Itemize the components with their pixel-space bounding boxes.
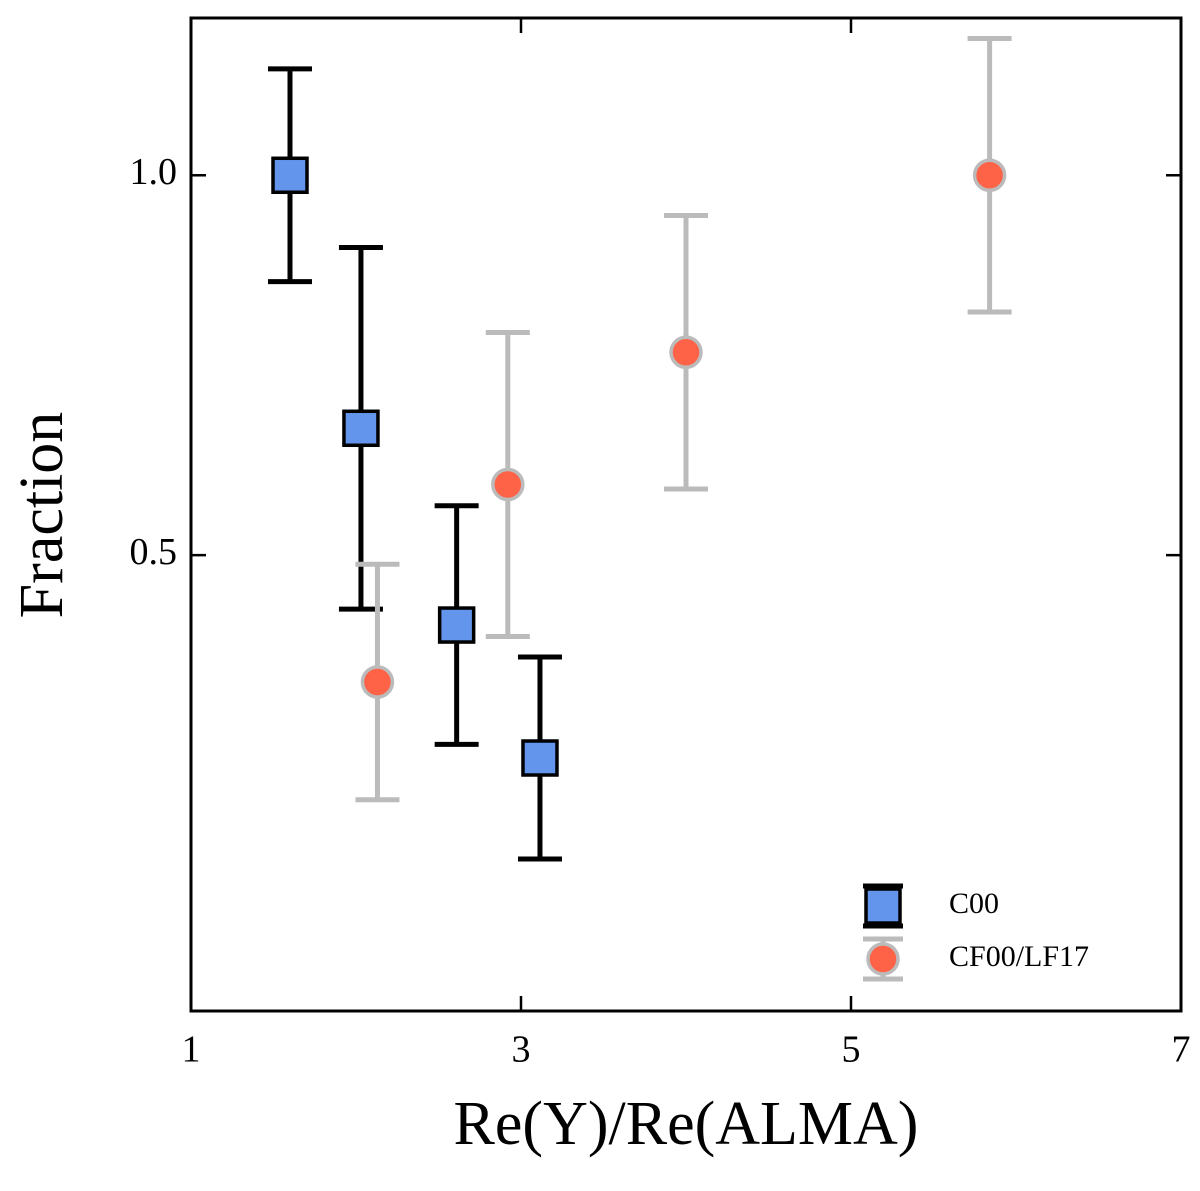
y-tick-label: 0.5	[130, 531, 178, 573]
y-axis-label: Fraction	[8, 412, 76, 619]
point	[437, 606, 476, 644]
point	[342, 409, 380, 448]
legend-label: C00	[949, 887, 999, 920]
legend-marker	[864, 887, 902, 925]
legend-marker	[866, 942, 900, 976]
x-tick-label: 5	[842, 1029, 861, 1071]
point	[521, 739, 559, 777]
y-tick-label: 1.0	[130, 151, 178, 193]
point	[360, 665, 395, 699]
x-tick-label: 1	[182, 1029, 201, 1071]
legend-label: CF00/LF17	[949, 940, 1089, 973]
point	[669, 335, 703, 370]
x-tick-label: 7	[1172, 1029, 1191, 1071]
x-axis-label: Re(Y)/Re(ALMA)	[454, 1090, 919, 1158]
x-tick-label: 3	[512, 1029, 531, 1071]
point	[491, 467, 525, 502]
point	[271, 156, 309, 195]
point	[972, 158, 1007, 193]
plot-frame	[189, 16, 1183, 1013]
